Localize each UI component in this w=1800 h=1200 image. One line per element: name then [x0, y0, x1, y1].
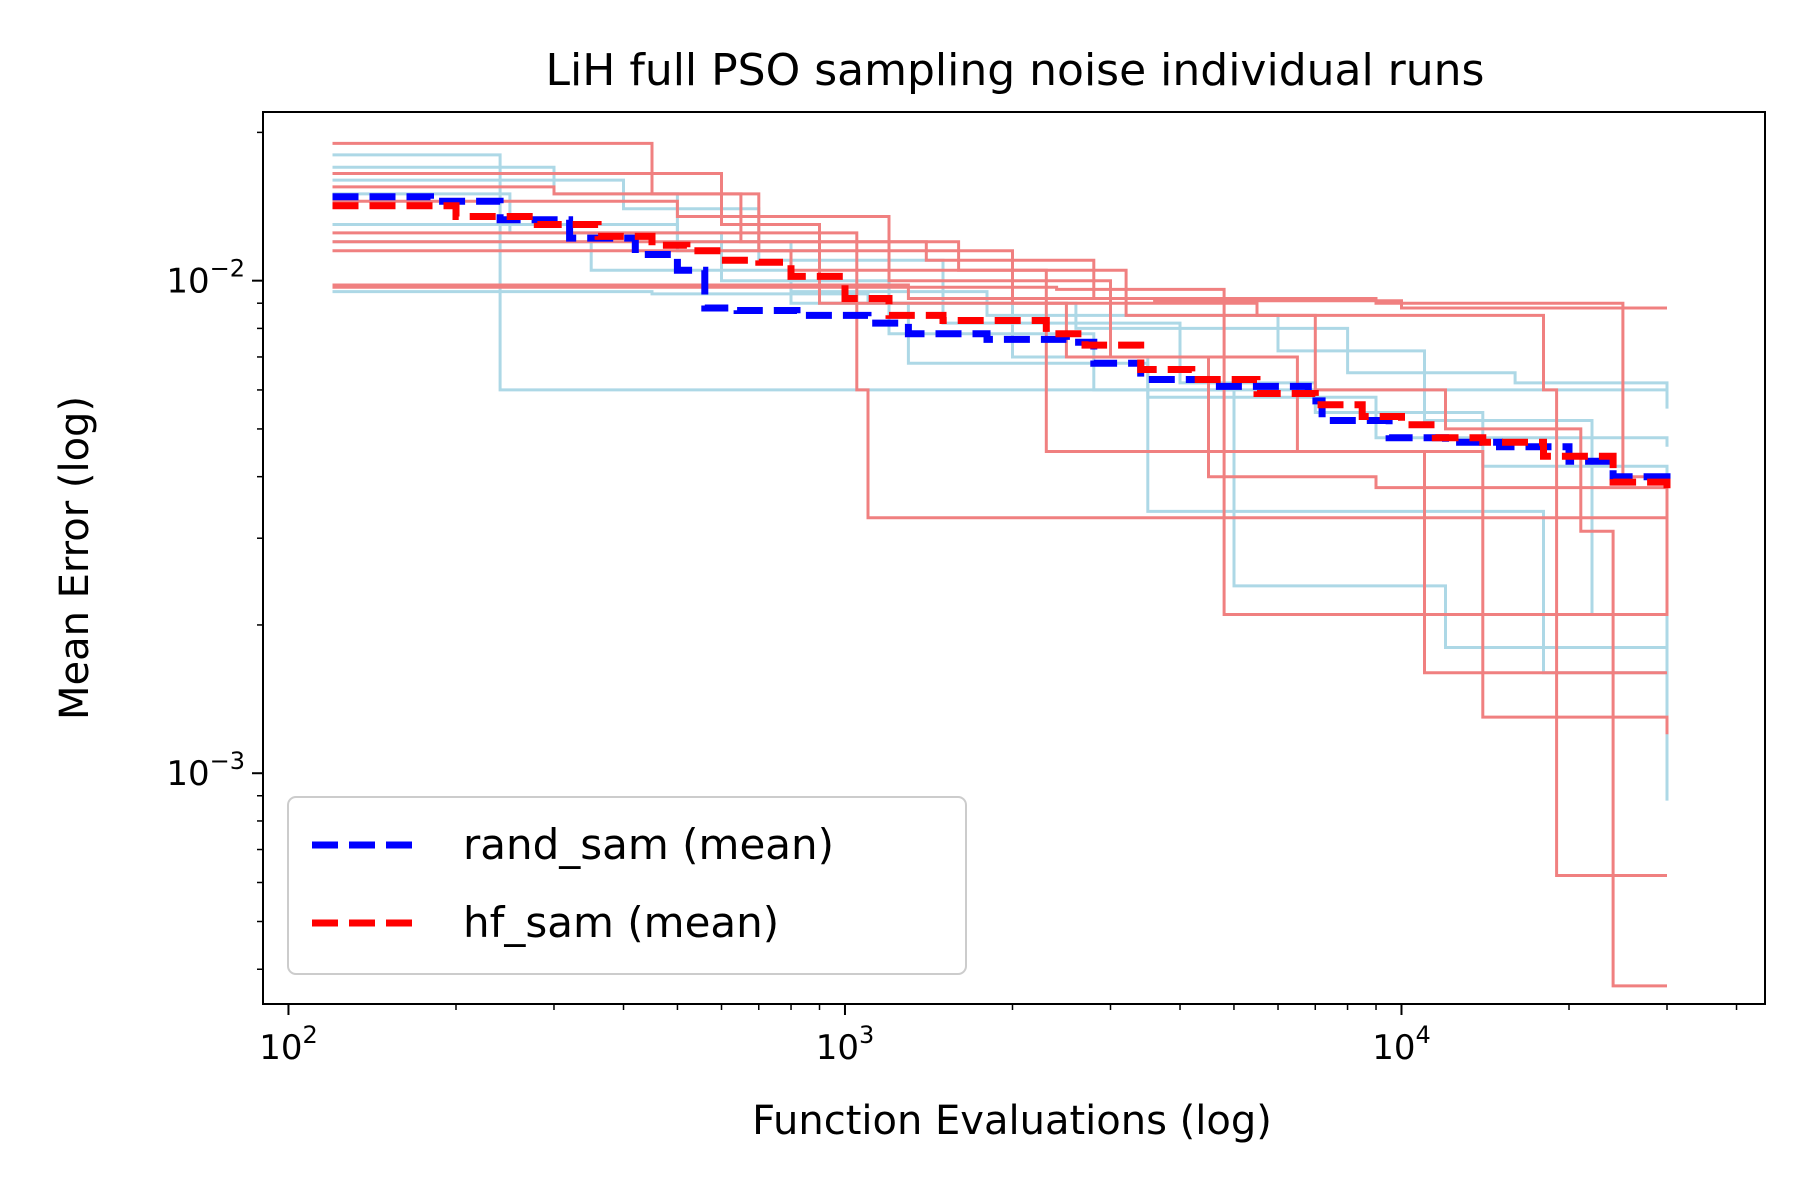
run-line	[332, 290, 1669, 409]
legend: rand_sam (mean) hf_sam (mean)	[287, 796, 967, 975]
run-line	[332, 285, 1669, 616]
major-ticks: 102 103 104 10−3 10−2	[166, 255, 1430, 1068]
plot-frame	[262, 111, 1766, 1005]
x-tick-label: 104	[1372, 1021, 1431, 1068]
mean-lines	[332, 193, 1671, 500]
run-line	[332, 178, 1669, 546]
x-tick-label: 103	[816, 1021, 875, 1068]
run-line	[332, 240, 1669, 605]
x-axis-label: Function Evaluations (log)	[752, 1098, 1272, 1144]
y-tick-label: 10−3	[166, 747, 245, 794]
rand-sam-mean-line	[332, 193, 1671, 488]
hf-sam-mean-line	[332, 202, 1671, 500]
run-line	[332, 172, 1669, 500]
run-line	[332, 283, 1667, 310]
run-line	[332, 231, 1667, 877]
run-line	[332, 153, 1667, 392]
y-axis-label: Mean Error (log)	[52, 396, 98, 720]
x-tick-label: 102	[259, 1021, 318, 1068]
y-tick-label: 10−2	[166, 255, 245, 302]
chart-title: LiH full PSO sampling noise individual r…	[546, 45, 1485, 96]
run-line	[332, 199, 1669, 735]
legend-label-hf-sam: hf_sam (mean)	[463, 898, 779, 947]
individual-run-lines	[332, 141, 1669, 988]
legend-label-rand-sam: rand_sam (mean)	[463, 820, 834, 869]
run-line	[332, 249, 1667, 988]
legend-box	[287, 796, 967, 975]
run-line	[332, 141, 1667, 520]
